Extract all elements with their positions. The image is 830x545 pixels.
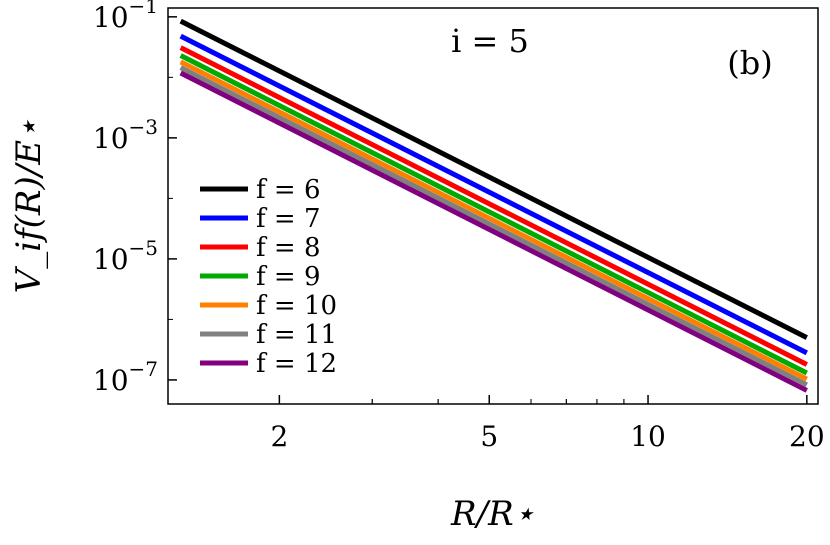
legend-label-6: f = 11	[256, 320, 337, 350]
y-tick-base: 10	[93, 122, 129, 155]
legend-label-2: f = 7	[256, 204, 320, 234]
series-layer	[179, 18, 808, 393]
series-line-1	[179, 18, 808, 340]
panel-label: (b)	[727, 44, 772, 82]
series-line-2	[179, 33, 808, 356]
annotation-text: i = 5	[451, 22, 529, 60]
legend-label-5: f = 10	[256, 291, 337, 321]
series-line-6	[179, 65, 808, 388]
y-tick-label: 10−7	[93, 357, 158, 397]
legend: f = 6f = 7f = 8f = 9f = 10f = 11f = 12	[200, 175, 337, 379]
y-tick-exponent: −3	[129, 115, 158, 139]
legend-label-7: f = 12	[256, 349, 337, 379]
y-tick-base: 10	[93, 243, 129, 276]
y-tick-label: 10−5	[93, 236, 158, 276]
y-tick-label: 10−1	[93, 0, 158, 34]
series-line-3	[179, 45, 808, 367]
x-tick-label: 10	[630, 420, 666, 453]
y-tick-label: 10−3	[93, 115, 158, 155]
y-tick-exponent: −7	[129, 357, 158, 381]
legend-label-1: f = 6	[256, 175, 320, 205]
x-tick-label: 2	[270, 420, 288, 453]
y-tick-base: 10	[93, 364, 129, 397]
y-tick-exponent: −5	[129, 236, 158, 260]
x-axis-title: R/R⋆	[450, 494, 535, 534]
series-line-4	[179, 53, 808, 376]
legend-label-4: f = 9	[256, 262, 320, 292]
series-line-5	[179, 59, 808, 382]
legend-label-3: f = 8	[256, 233, 320, 263]
y-axis-title: V_if(R)/E⋆	[9, 119, 49, 294]
plot-frame	[167, 7, 819, 405]
y-tick-base: 10	[93, 1, 129, 34]
series-line-7	[179, 70, 808, 393]
y-tick-exponent: −1	[129, 0, 158, 18]
x-tick-label: 20	[789, 420, 825, 453]
x-tick-label: 5	[480, 420, 498, 453]
